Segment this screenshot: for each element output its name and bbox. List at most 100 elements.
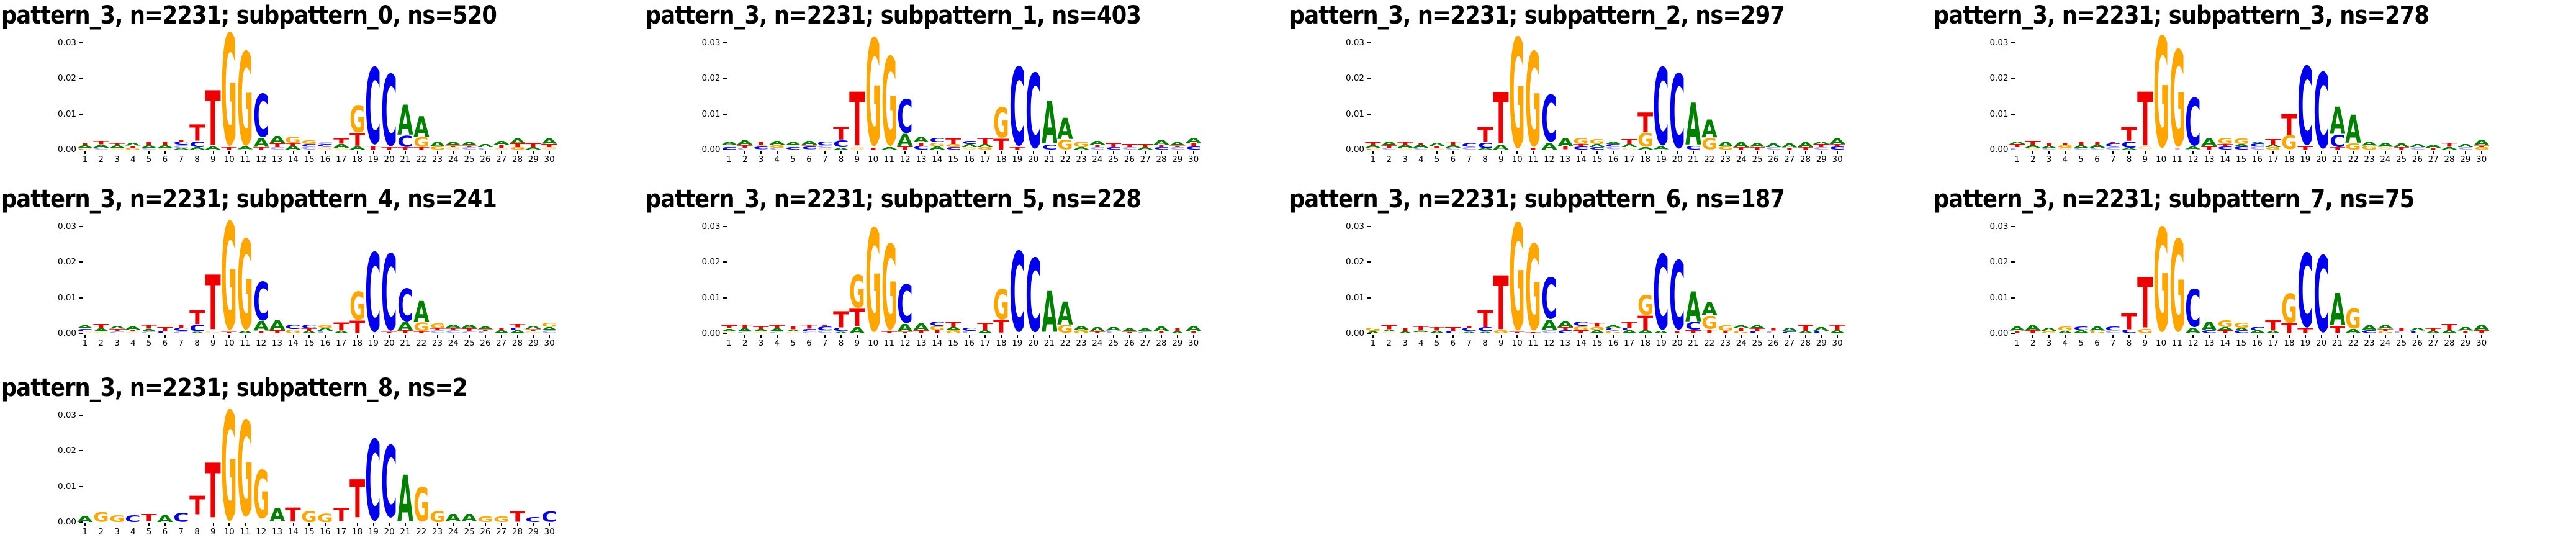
logo-letter-G: G <box>945 144 961 147</box>
svg-text:G: G <box>1057 140 1073 150</box>
svg-text:C: C <box>253 93 269 138</box>
x-tick-mark <box>469 523 470 526</box>
svg-text:A: A <box>461 514 477 522</box>
logo-letter-G: G <box>125 148 142 150</box>
x-tick-mark <box>2416 151 2418 154</box>
svg-text:C: C <box>2249 327 2266 331</box>
logo-letter-G: G <box>477 516 493 522</box>
logo-letter-C: C <box>381 444 397 518</box>
logo-letter-A: A <box>769 328 785 331</box>
logo-letter-A: A <box>77 325 93 328</box>
logo-column: G <box>2153 226 2169 333</box>
logo-letter-C: C <box>785 147 801 150</box>
x-tick-mark <box>1821 335 1822 338</box>
x-tick-mark <box>1788 151 1790 154</box>
x-tick-mark <box>1500 151 1502 154</box>
x-tick-mark <box>840 335 842 338</box>
x-tick-mark <box>2225 151 2226 154</box>
logo-column: T <box>510 511 526 522</box>
logo-letter-T: T <box>157 142 173 145</box>
logo-letter-C: C <box>2185 289 2201 328</box>
y-tick-label: 0.00 <box>1989 145 2009 155</box>
x-tick-mark <box>485 335 486 338</box>
x-tick-label: 28 <box>1156 338 1167 348</box>
svg-text:T: T <box>510 143 526 147</box>
svg-text:A: A <box>173 148 189 150</box>
svg-text:A: A <box>2073 330 2089 333</box>
svg-text:C: C <box>1574 146 1590 150</box>
x-tick-label: 29 <box>528 338 539 348</box>
x-tick-mark <box>1468 151 1470 154</box>
logo-letter-G: G <box>2153 226 2169 333</box>
x-tick-label: 26 <box>1124 155 1135 164</box>
logo-letter-C: C <box>301 144 317 146</box>
logo-letter-C: C <box>189 325 205 331</box>
logo-letter-T: T <box>510 143 526 147</box>
subplot-title: pattern_3, n=2231; subpattern_3, ns=278 <box>1933 1 2430 30</box>
svg-text:A: A <box>1365 145 1381 148</box>
svg-text:T: T <box>2474 145 2490 147</box>
svg-text:T: T <box>2265 139 2281 145</box>
x-tick-mark <box>132 335 134 338</box>
logo-letter-T-faded: T <box>2169 148 2186 150</box>
svg-text:G: G <box>2217 138 2233 144</box>
x-tick-mark <box>516 335 518 338</box>
svg-text:C: C <box>1605 328 1621 331</box>
x-tick-mark <box>904 335 906 338</box>
logo-letter-C: C <box>1669 259 1685 331</box>
logo-letter-A: A <box>1589 330 1605 333</box>
svg-text:A: A <box>430 142 446 146</box>
svg-text:T: T <box>1365 142 1381 145</box>
x-tick-mark <box>1420 151 1422 154</box>
x-tick-mark <box>1804 151 1806 154</box>
svg-text:T: T <box>913 143 929 146</box>
x-tick-mark <box>1452 335 1454 338</box>
logo-letter-A: A <box>1397 145 1413 148</box>
logo-letter-A: A <box>1429 331 1445 333</box>
svg-text:T: T <box>737 145 753 148</box>
svg-text:C: C <box>477 148 493 150</box>
x-tick-mark <box>212 335 214 338</box>
svg-text:C: C <box>801 329 817 331</box>
svg-text:C: C <box>157 331 173 333</box>
logo-letter-A: A <box>1381 330 1397 331</box>
x-tick-label: 1 <box>726 338 732 348</box>
svg-text:A: A <box>1153 326 1169 331</box>
x-tick-label: 25 <box>1108 155 1119 164</box>
logo-letter-A: A <box>2345 329 2361 333</box>
svg-text:T: T <box>1734 147 1750 150</box>
x-tick-mark <box>549 523 550 526</box>
logo-letter-A: A <box>1493 145 1510 150</box>
logo-letter-T: T <box>1477 310 1493 328</box>
x-tick-label: 29 <box>528 155 539 164</box>
x-tick-mark <box>276 335 278 338</box>
logo-letter-T: T <box>2377 329 2394 331</box>
logo-letter-A: A <box>1153 140 1169 145</box>
x-tick-label: 17 <box>980 338 991 348</box>
logo-column: C <box>1669 73 1685 150</box>
logo-letter-C: C <box>2330 135 2346 147</box>
logo-letter-G: G <box>1701 138 1718 150</box>
svg-text:A: A <box>2377 325 2394 329</box>
svg-text:A: A <box>2185 146 2201 150</box>
logo-letter-G: G <box>2345 143 2361 150</box>
svg-text:T: T <box>109 143 125 145</box>
logo-column: C <box>1025 72 1042 150</box>
logo-letter-G-faded: G <box>961 147 978 150</box>
logo-letter-T: T <box>881 331 898 333</box>
svg-text:A: A <box>2361 142 2377 146</box>
x-tick-mark <box>276 523 278 526</box>
x-tick-label: 24 <box>1736 338 1747 348</box>
logo-letter-T: T <box>1685 330 1701 333</box>
svg-text:G: G <box>333 148 349 150</box>
x-tick-mark <box>180 151 182 154</box>
